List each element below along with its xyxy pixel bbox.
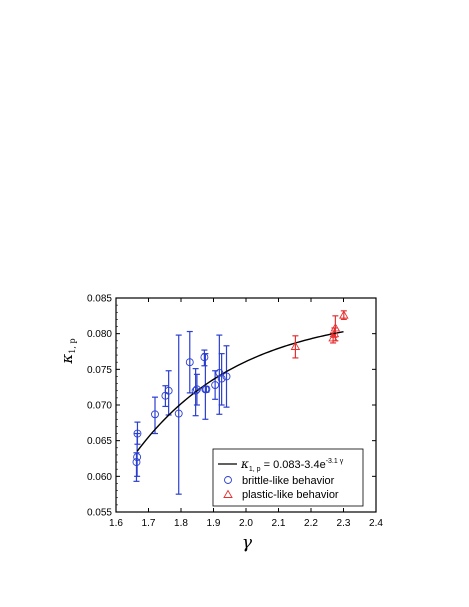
legend-fit-label: κ1, p = 0.083-3.4e-3.1 γ <box>240 457 344 473</box>
data-point-brittle <box>200 353 209 362</box>
axis-ticks: 1.6 1.7 1.8 1.9 2.0 2.1 2.2 2.3 2.4 0.055 0.060 0.0… <box>87 294 383 530</box>
data-point-brittle <box>174 409 183 418</box>
x-tick-label: 1.7 <box>142 518 156 529</box>
y-tick-label: 0.055 <box>87 508 112 519</box>
data-point-brittle <box>132 458 141 467</box>
y-axis-label: κ1, p <box>58 338 77 364</box>
fit-curve <box>136 331 344 452</box>
data-point-brittle <box>222 372 231 381</box>
data-point-plastic <box>328 333 338 342</box>
y-axis-label-symbol: κ <box>58 354 76 365</box>
data-point-brittle <box>211 381 220 389</box>
data-point-brittle <box>151 410 159 419</box>
x-tick-label: 2.1 <box>272 518 286 529</box>
legend-brittle-label: brittle-like behavior <box>242 475 335 487</box>
data-point-brittle <box>192 385 201 394</box>
y-tick-label: 0.065 <box>87 436 112 447</box>
data-point-brittle <box>215 368 224 377</box>
legend-fit-exponent: -3.1 γ <box>326 458 344 465</box>
legend-plastic-label: plastic-like behavior <box>242 489 339 501</box>
data-point-brittle <box>164 386 173 395</box>
x-tick-label: 1.8 <box>174 518 188 529</box>
x-axis-label: γ <box>242 533 253 553</box>
legend-box <box>212 448 364 507</box>
x-tick-label: 1.6 <box>109 518 123 529</box>
x-tick-label: 2.2 <box>304 518 318 529</box>
legend: κ1, p = 0.083-3.4e-3.1 γ brittle-like be… <box>212 448 364 507</box>
data-point-plastic <box>330 323 341 332</box>
fit-curve-path <box>136 331 344 452</box>
data-point-brittle <box>133 429 142 438</box>
y-tick-label: 0.060 <box>87 472 112 483</box>
x-tick-label: 1.9 <box>207 518 221 529</box>
data-point-plastic <box>339 310 349 319</box>
data-point-plastic <box>329 328 340 338</box>
y-axis-label-subscript: 1, p <box>68 338 77 353</box>
y-tick-label: 0.085 <box>87 294 112 305</box>
x-tick-label: 2.3 <box>337 518 351 529</box>
legend-fit-symbol: κ <box>240 457 249 471</box>
data-markers <box>132 310 349 467</box>
legend-fit-subscript: 1, p <box>249 466 261 473</box>
data-point-brittle <box>185 358 194 367</box>
y-tick-label: 0.080 <box>87 329 112 340</box>
data-point-brittle <box>133 453 142 462</box>
y-tick-label: 0.070 <box>87 401 112 412</box>
legend-plastic-marker <box>223 489 233 498</box>
y-tick-label: 0.075 <box>87 365 112 376</box>
legend-brittle-marker <box>224 476 232 484</box>
data-point-brittle <box>217 374 226 383</box>
x-tick-label: 2.0 <box>239 518 253 529</box>
data-point-brittle <box>202 385 211 394</box>
x-tick-label: 2.4 <box>369 518 383 529</box>
data-point-plastic <box>290 341 301 350</box>
error-bars <box>133 310 347 495</box>
legend-fit-equation: = 0.083-3.4e <box>261 459 326 471</box>
data-point-brittle <box>191 386 200 395</box>
